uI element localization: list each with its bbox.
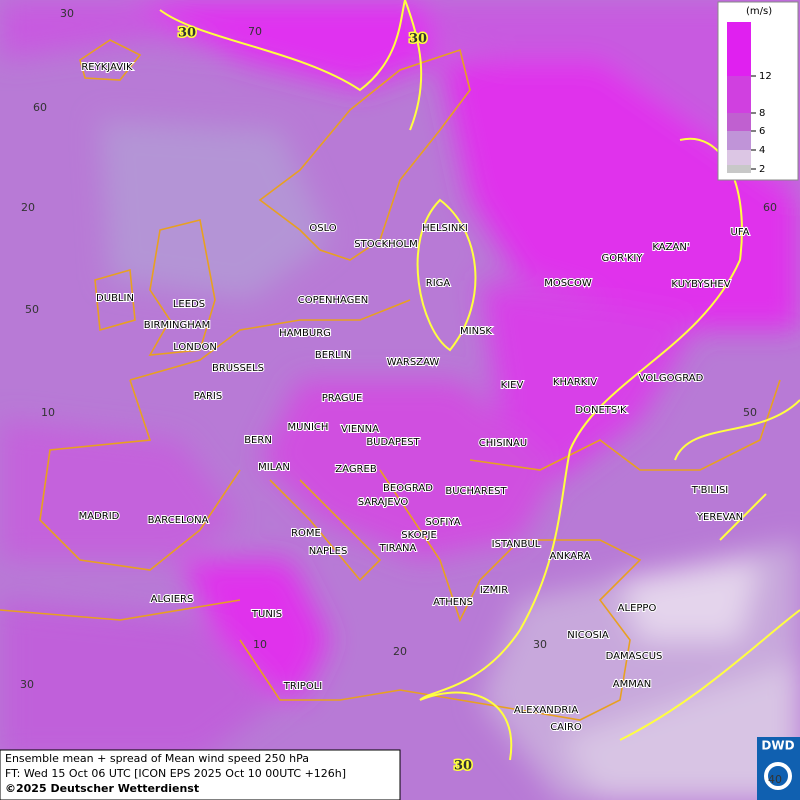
- contour-label: 30: [454, 759, 472, 774]
- city-label: KIEV: [501, 380, 524, 391]
- city-label: OSLO: [309, 223, 336, 234]
- city-label: STOCKHOLM: [354, 239, 417, 250]
- city-label: MINSK: [460, 326, 492, 337]
- graticule-label: 50: [743, 406, 757, 419]
- city-label: PARIS: [194, 391, 222, 402]
- city-label: LEEDS: [173, 299, 205, 310]
- legend-colorbar: [727, 22, 751, 173]
- graticule-label: 20: [21, 201, 35, 214]
- city-label: IZMIR: [480, 585, 508, 596]
- city-label: BUCHAREST: [445, 486, 507, 497]
- graticule-label: 30: [60, 7, 74, 20]
- graticule-label: 60: [763, 201, 777, 214]
- city-label: ISTANBUL: [492, 539, 541, 550]
- city-label: COPENHAGEN: [298, 295, 368, 306]
- legend-label: 8: [759, 108, 765, 119]
- legend-label: 4: [759, 145, 765, 156]
- city-label: PRAGUE: [322, 393, 363, 404]
- city-label: TIRANA: [379, 543, 417, 554]
- city-label: UFA: [731, 227, 750, 238]
- city-label: HELSINKI: [422, 223, 468, 234]
- city-label: BRUSSELS: [212, 363, 264, 374]
- city-label: ALGIERS: [151, 594, 194, 605]
- city-label: SARAJEVO: [358, 497, 409, 508]
- city-label: AMMAN: [613, 679, 651, 690]
- city-label: GOR'KIY: [602, 253, 644, 264]
- city-label: KHARKIV: [553, 377, 597, 388]
- city-label: MADRID: [79, 511, 120, 522]
- caption-line: Ensemble mean + spread of Mean wind spee…: [5, 752, 309, 765]
- city-label: ATHENS: [433, 597, 473, 608]
- graticule-label: 10: [41, 406, 55, 419]
- legend-unit: (m/s): [746, 6, 772, 17]
- graticule-label: 10: [253, 638, 267, 651]
- graticule-label: 70: [248, 25, 262, 38]
- city-label: SOFIYA: [425, 517, 460, 528]
- contour-label: 30: [409, 32, 427, 47]
- logo-text: DWD: [761, 739, 794, 753]
- city-label: DUBLIN: [96, 293, 134, 304]
- caption-box: [0, 749, 401, 800]
- coastlines: [0, 39, 781, 721]
- city-label: DAMASCUS: [606, 651, 663, 662]
- caption-line: ©2025 Deutscher Wetterdienst: [5, 782, 199, 795]
- graticule-label: 20: [393, 645, 407, 658]
- city-label: TRIPOLI: [283, 681, 322, 692]
- contour-label: 30: [178, 26, 196, 41]
- city-label: BERN: [244, 435, 272, 446]
- city-label: NICOSIA: [567, 630, 609, 641]
- isotach-30: [159, 0, 800, 761]
- city-label: T'BILISI: [691, 485, 728, 496]
- city-label: YEREVAN: [696, 512, 743, 523]
- city-label: HAMBURG: [279, 328, 331, 339]
- city-label: RIGA: [426, 278, 451, 289]
- logo-icon: [764, 762, 792, 790]
- city-label: ANKARA: [550, 551, 591, 562]
- city-label: REYKJAVIK: [81, 62, 133, 73]
- city-label: BARCELONA: [148, 515, 209, 526]
- graticule-label: 50: [25, 303, 39, 316]
- graticule-label: 30: [533, 638, 547, 651]
- city-label: ALEXANDRIA: [514, 705, 579, 716]
- city-label: ALEPPO: [618, 603, 657, 614]
- city-label: BERLIN: [315, 350, 351, 361]
- legend-label: 12: [759, 71, 772, 82]
- graticule-label: 60: [33, 101, 47, 114]
- city-label: VIENNA: [341, 424, 379, 435]
- city-label: CAIRO: [550, 722, 582, 733]
- graticule-label: 30: [20, 678, 34, 691]
- city-label: MUNICH: [288, 422, 329, 433]
- city-label: VOLGOGRAD: [639, 373, 704, 384]
- city-label: LONDON: [173, 342, 217, 353]
- city-label: MILAN: [258, 462, 290, 473]
- city-label: NAPLES: [309, 546, 348, 557]
- city-label: BEOGRAD: [383, 483, 433, 494]
- city-label: KAZAN': [652, 242, 689, 253]
- city-label: DONETS'K: [575, 405, 627, 416]
- city-label: WARSZAW: [387, 357, 440, 368]
- city-label: CHISINAU: [479, 438, 527, 449]
- city-label: SKOPJE: [401, 530, 437, 541]
- caption-line: FT: Wed 15 Oct 06 UTC [ICON EPS 2025 Oct…: [5, 767, 346, 780]
- legend-label: 2: [759, 164, 765, 175]
- graticule-label: 40: [768, 773, 782, 786]
- city-label: MOSCOW: [544, 278, 592, 289]
- city-label: TUNIS: [251, 609, 282, 620]
- city-label: BUDAPEST: [366, 437, 420, 448]
- city-label: KUYBYSHEV: [671, 279, 730, 290]
- city-label: BIRMINGHAM: [144, 320, 211, 331]
- legend-label: 6: [759, 126, 765, 137]
- city-label: ZAGREB: [335, 464, 377, 475]
- city-label: ROME: [291, 528, 321, 539]
